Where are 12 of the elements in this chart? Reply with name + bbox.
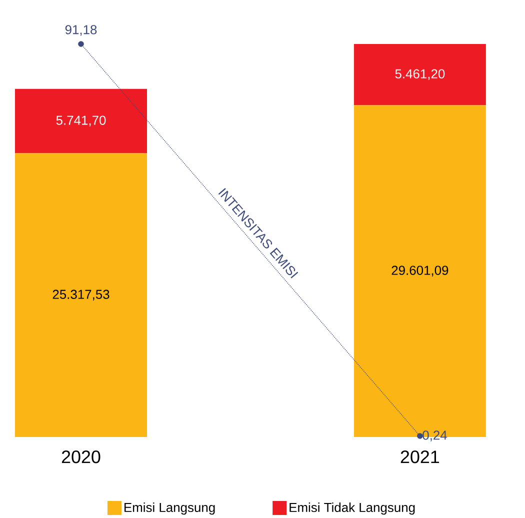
data-label: 91,18 (65, 25, 97, 36)
bar (15, 88, 148, 154)
bar (15, 153, 148, 437)
legend-label: Emisi Tidak Langsung (290, 502, 415, 515)
bar (354, 44, 486, 106)
x-tick-label: 2021 (400, 450, 439, 464)
data-label: 25.317,53 (52, 290, 110, 300)
data-label: 29.601,09 (392, 266, 448, 276)
data-label: 5.741,70 (56, 116, 106, 126)
data-label: 5.461,20 (395, 69, 445, 80)
x-tick-label: 2020 (62, 450, 100, 464)
legend-label: Emisi Langsung (124, 502, 215, 515)
